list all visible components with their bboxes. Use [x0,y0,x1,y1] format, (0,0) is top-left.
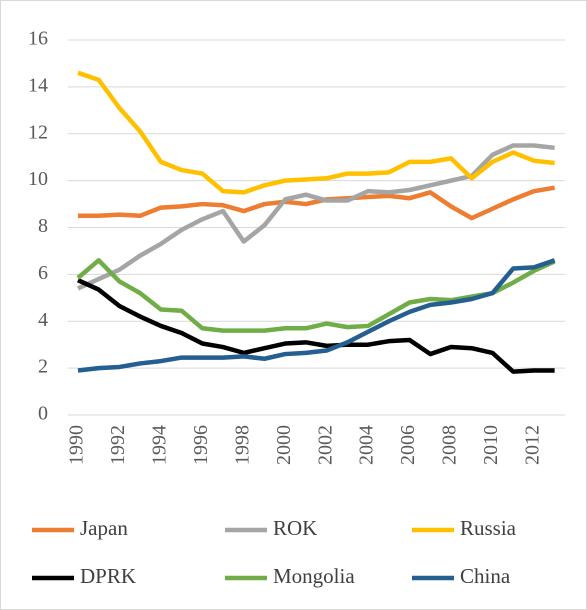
series-line [77,143,555,291]
legend-label: Russia [460,516,517,540]
x-tick-label: 2004 [356,425,378,465]
series-line [77,70,555,195]
x-tick-label: 2002 [314,425,336,465]
y-tick-label: 0 [38,403,48,425]
x-tick-label: 2008 [439,425,461,465]
x-tick-label: 1998 [231,425,253,465]
y-tick-label: 6 [38,262,48,284]
grid: 0 2 4 6 8 10 12 14 16 1990 1992 1994 1996 1998 2000 200… [28,28,565,465]
x-tick-label: 2010 [480,425,502,465]
series-line [77,258,556,373]
legend-label: China [460,564,511,588]
x-tick-label: 2006 [397,425,419,465]
legend-label: DPRK [80,564,136,588]
legend-label: ROK [273,516,317,540]
y-tick-label: 4 [38,309,48,331]
legend-label: Mongolia [273,564,355,588]
y-tick-label: 14 [28,74,48,96]
x-tick-label: 2000 [273,425,295,465]
x-tick-label: 1992 [107,425,129,465]
y-tick-label: 16 [28,28,48,50]
x-tick-label: 1990 [66,425,88,465]
y-tick-label: 12 [28,121,48,143]
legend: Japan ROK Russia DPRK Mongolia China [32,516,517,588]
x-tick-label: 2012 [522,425,544,465]
lines [76,70,556,374]
y-tick-label: 8 [38,215,48,237]
series-line [77,278,555,374]
y-tick-label: 10 [28,168,48,190]
x-tick-label: 1994 [148,425,170,465]
x-tick-label: 1996 [190,425,212,465]
series-line [77,185,556,221]
y-tick-label: 2 [38,356,48,378]
legend-label: Japan [80,516,128,540]
